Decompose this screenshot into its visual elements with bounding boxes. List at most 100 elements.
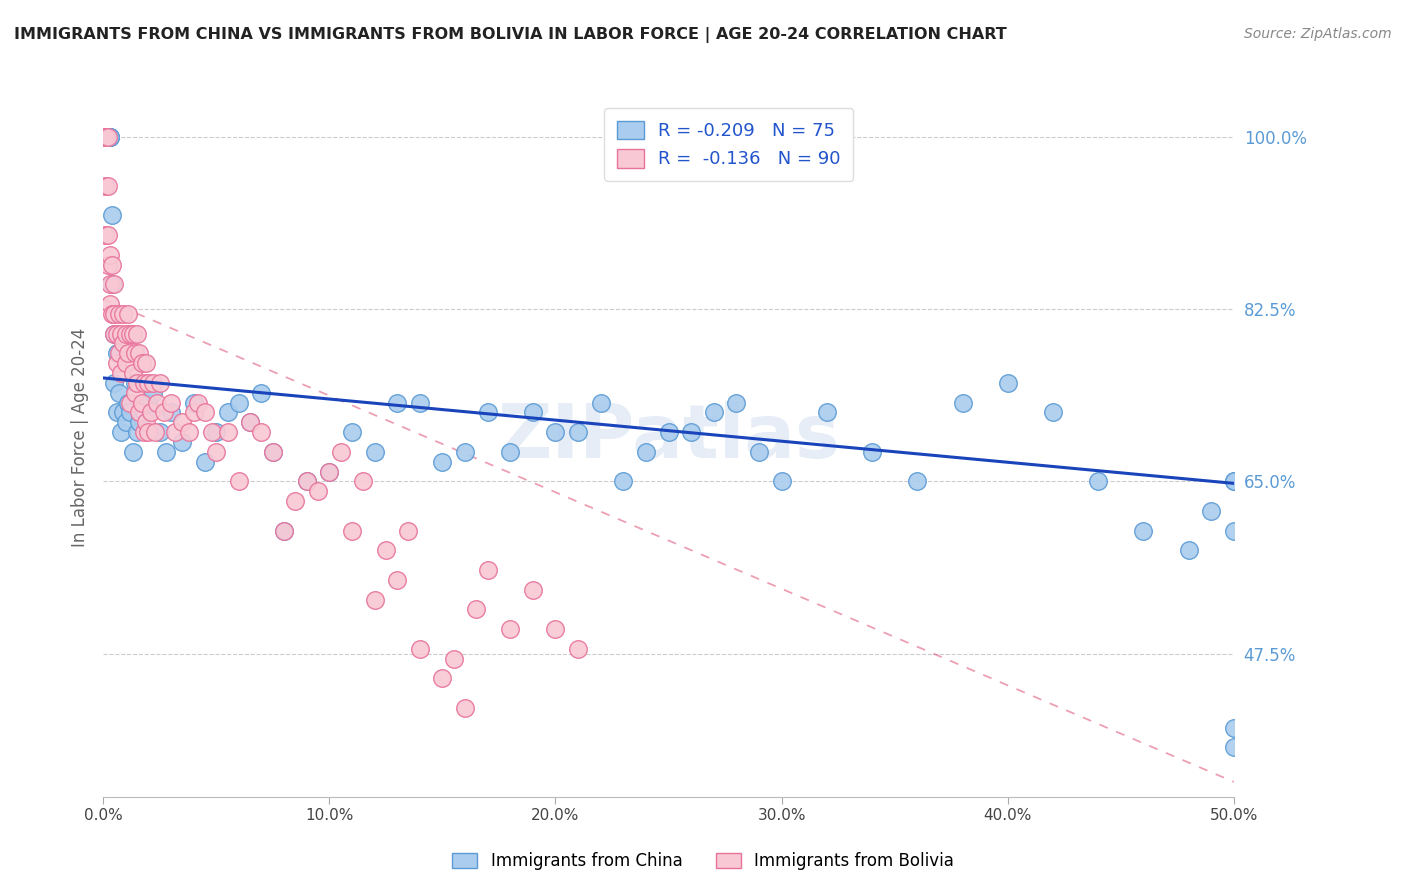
Point [432,455,454,469]
Point [105,346,128,360]
Point [1223,524,1246,538]
Point [273,524,295,538]
Point [110,425,132,439]
Point [522,405,544,419]
Point [860,445,883,459]
Text: Source: ZipAtlas.com: Source: ZipAtlas.com [1244,27,1392,41]
Point [110,326,132,341]
Point [634,445,657,459]
Point [98,277,121,292]
Point [105,405,128,419]
Point [177,425,200,439]
Point [295,475,318,489]
Point [117,395,139,409]
Point [94,228,117,243]
Point [125,376,148,390]
Point [98,248,121,262]
Point [97,129,120,144]
Point [142,385,165,400]
Point [117,307,139,321]
Point [544,425,567,439]
Point [703,405,725,419]
Point [262,445,284,459]
Point [567,425,589,439]
Point [97,178,120,193]
Point [273,524,295,538]
Point [108,346,131,360]
Point [121,326,143,341]
Point [128,415,150,429]
Point [952,395,974,409]
Point [103,376,125,390]
Point [97,129,120,144]
Point [98,129,121,144]
Point [374,543,396,558]
Point [194,405,217,419]
Point [329,445,352,459]
Point [124,376,146,390]
Point [120,405,142,419]
Point [97,228,120,243]
Point [139,405,162,419]
Legend: Immigrants from China, Immigrants from Bolivia: Immigrants from China, Immigrants from B… [446,846,960,877]
Point [499,622,522,636]
Point [443,651,465,665]
Point [114,415,136,429]
Point [681,425,703,439]
Point [318,465,340,479]
Point [149,425,172,439]
Point [748,445,770,459]
Point [363,445,385,459]
Point [112,336,135,351]
Point [172,434,194,449]
Point [385,573,408,587]
Point [396,524,419,538]
Point [567,641,589,656]
Point [194,455,217,469]
Point [149,376,172,390]
Point [239,415,262,429]
Point [612,475,634,489]
Point [138,376,160,390]
Point [94,129,117,144]
Point [385,395,408,409]
Point [183,405,205,419]
Point [101,208,124,222]
Point [138,425,160,439]
Point [98,129,121,144]
Point [172,415,194,429]
Point [1042,405,1064,419]
Point [114,356,136,370]
Point [544,622,567,636]
Point [155,445,177,459]
Point [1223,475,1246,489]
Point [262,445,284,459]
Point [97,129,120,144]
Text: IMMIGRANTS FROM CHINA VS IMMIGRANTS FROM BOLIVIA IN LABOR FORCE | AGE 20-24 CORR: IMMIGRANTS FROM CHINA VS IMMIGRANTS FROM… [14,27,1007,43]
Point [905,475,928,489]
Point [108,385,131,400]
Point [205,445,228,459]
Point [295,475,318,489]
Point [120,326,142,341]
Point [112,405,135,419]
Point [112,307,135,321]
Point [94,178,117,193]
Point [110,366,132,380]
Point [114,326,136,341]
Point [103,326,125,341]
Point [124,385,146,400]
Point [997,376,1019,390]
Point [363,592,385,607]
Point [201,425,224,439]
Point [94,129,117,144]
Point [160,405,183,419]
Point [657,425,679,439]
Point [340,524,363,538]
Point [465,602,488,616]
Point [409,641,432,656]
Point [477,563,499,577]
Point [770,475,793,489]
Point [1087,475,1109,489]
Point [97,258,120,272]
